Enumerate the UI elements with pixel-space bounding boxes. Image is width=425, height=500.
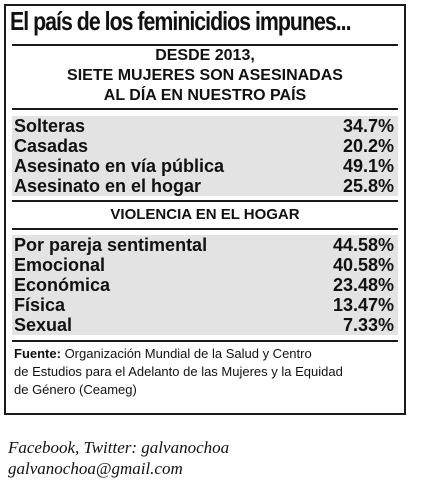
source-line-3: de Género (Ceameg) — [14, 382, 137, 397]
row-label: Sexual — [14, 314, 73, 335]
subheading-line-1: DESDE 2013, — [155, 47, 255, 64]
row-value: 40.58% — [332, 254, 394, 275]
footer-social: Facebook, Twitter: galvanochoa — [8, 438, 230, 457]
table-row: Física 13.47% — [12, 295, 398, 315]
row-label: Asesinato en el hogar — [14, 175, 202, 196]
row-value: 44.58% — [332, 234, 394, 255]
table-row: Emocional 40.58% — [12, 255, 398, 275]
table-row: Por pareja sentimental 44.58% — [12, 235, 398, 255]
divider — [12, 44, 398, 46]
footer-email[interactable]: galvanochoa@gmail.com — [8, 459, 183, 478]
table-row: Sexual 7.33% — [12, 315, 398, 335]
table-row: Casadas 20.2% — [12, 136, 398, 156]
row-label: Por pareja sentimental — [14, 234, 208, 255]
source-note: Fuente: Organización Mundial de la Salud… — [14, 345, 394, 399]
table-row: Económica 23.48% — [12, 275, 398, 295]
divider — [12, 200, 398, 202]
divider — [12, 108, 398, 110]
row-value: 34.7% — [342, 115, 394, 136]
subheading-line-3: AL DÍA EN NUESTRO PAÍS — [103, 87, 307, 104]
row-label: Emocional — [14, 254, 106, 275]
divider — [12, 340, 398, 342]
row-label: Asesinato en vía pública — [14, 155, 225, 176]
row-value: 23.48% — [332, 274, 394, 295]
source-text: Organización Mundial de la Salud y Centr… — [60, 346, 312, 361]
row-value: 20.2% — [342, 135, 394, 156]
subheading-line-2: SIETE MUJERES SON ASESINADAS — [67, 67, 343, 84]
row-value: 7.33% — [342, 314, 394, 335]
section-heading: VIOLENCIA EN EL HOGAR — [110, 206, 300, 223]
stats-table-1: Solteras 34.7% Casadas 20.2% Asesinato e… — [12, 116, 398, 196]
table-row: Asesinato en vía pública 49.1% — [12, 156, 398, 176]
row-label: Económica — [14, 274, 111, 295]
row-label: Casadas — [14, 135, 89, 156]
row-label: Física — [14, 294, 66, 315]
infographic-frame — [4, 4, 406, 415]
source-line-1: Fuente: Organización Mundial de la Salud… — [14, 345, 394, 363]
table-row: Asesinato en el hogar 25.8% — [12, 176, 398, 196]
stats-table-2: Por pareja sentimental 44.58% Emocional … — [12, 235, 398, 335]
page-title: El país de los feminicidios impunes... — [10, 6, 352, 36]
row-value: 25.8% — [342, 175, 394, 196]
source-line-2: de Estudios para el Adelanto de las Muje… — [14, 364, 343, 379]
table-row: Solteras 34.7% — [12, 116, 398, 136]
row-value: 13.47% — [332, 294, 394, 315]
row-value: 49.1% — [342, 155, 394, 176]
row-label: Solteras — [14, 115, 86, 136]
divider — [12, 228, 398, 230]
source-label: Fuente: — [14, 346, 61, 361]
